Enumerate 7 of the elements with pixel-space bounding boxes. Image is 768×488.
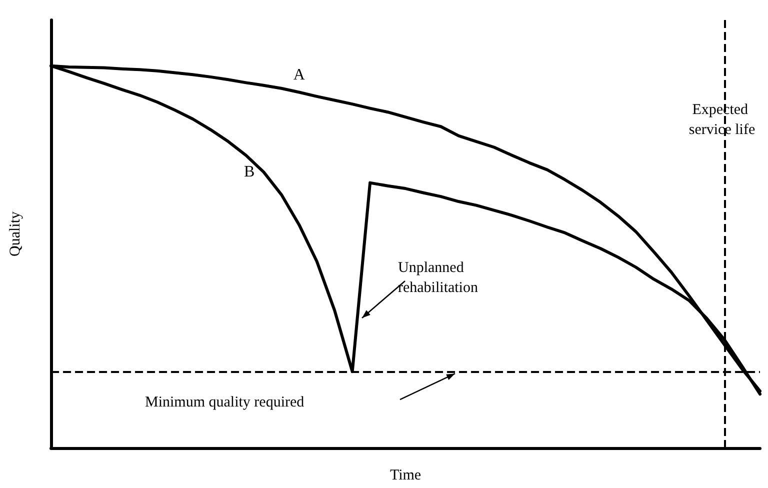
series-label: A	[293, 66, 306, 84]
ref-line-label: Minimum quality required	[145, 394, 305, 411]
x-axis-title: Time	[390, 468, 422, 484]
y-axis-title: Quality	[8, 211, 24, 256]
annotation: Unplanned rehabilitation	[398, 260, 478, 296]
series-label: B	[244, 164, 255, 181]
annotation: Expected service life	[688, 102, 756, 138]
